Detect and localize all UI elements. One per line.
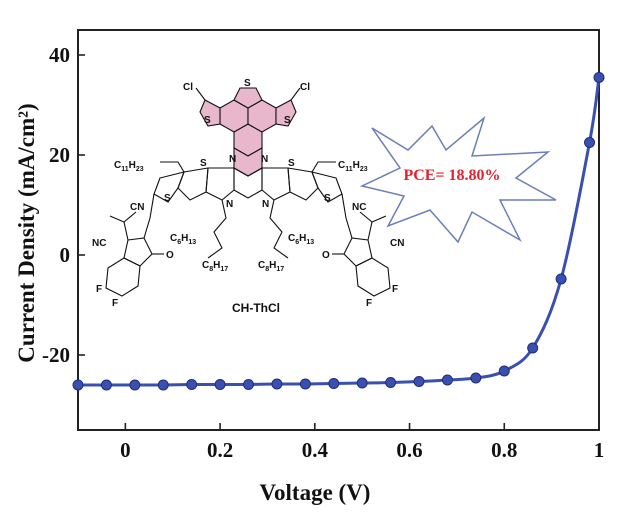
data-point [498, 365, 510, 377]
chain-label-c8h17-left: C8H17 [202, 260, 228, 273]
atom-label-cn-left-top: CN [130, 202, 144, 213]
atom-label-s-top-right: S [284, 115, 291, 126]
x-tick-label: 0.8 [491, 438, 517, 462]
atom-label-cl-left: Cl [183, 82, 193, 93]
pce-annotation: PCE= 18.80% [359, 115, 557, 244]
data-point [441, 374, 453, 386]
atom-label-n-low-left: N [226, 199, 233, 210]
chain-label-c6h13-left: C6H13 [170, 233, 196, 246]
x-tick-label: 0.2 [207, 438, 233, 462]
data-point [328, 378, 340, 389]
x-tick-label: 1 [594, 438, 605, 462]
data-point [186, 379, 198, 390]
molecule-labels: Cl Cl S S S N N S S N N S S C11H23 C11H2… [92, 78, 404, 315]
chain-label-c8h17-right: C8H17 [258, 260, 284, 273]
data-point [100, 379, 112, 391]
chain-label-c6h13-right: C6H13 [288, 233, 314, 246]
atom-label-s-low-left: S [164, 193, 171, 204]
y-tick-label: 20 [49, 143, 70, 167]
y-tick-label: 0 [60, 243, 71, 267]
chain-label-c11h23-left: C11H23 [114, 160, 144, 173]
data-point [593, 72, 605, 83]
data-point [555, 273, 567, 285]
atom-label-s-top: S [244, 78, 251, 89]
pce-label: PCE= 18.80% [403, 167, 500, 184]
plot-frame [77, 29, 600, 431]
series-line [78, 77, 601, 387]
data-point [214, 379, 226, 390]
data-point [527, 342, 539, 354]
atom-label-n-right: N [261, 154, 268, 165]
data-point [356, 377, 368, 389]
data-point [243, 379, 255, 390]
x-tick-label: 0.6 [396, 438, 422, 462]
molecule-name: CH-ThCl [232, 301, 280, 315]
data-point [129, 379, 141, 391]
molecule-structure [105, 87, 391, 297]
data-point [584, 137, 596, 148]
atom-label-f-right-2: F [366, 298, 372, 309]
x-axis-title: Voltage (V) [260, 480, 371, 505]
data-point [157, 379, 169, 391]
atom-label-s-top-left: S [204, 115, 211, 126]
jv-series [72, 72, 605, 391]
data-point [385, 377, 397, 388]
atom-label-n-left: N [229, 154, 236, 165]
atom-label-f-right-1: F [392, 284, 398, 295]
atom-label-nc-right-top: NC [352, 202, 366, 213]
data-point [299, 378, 311, 390]
x-tick-label: 0.4 [302, 438, 329, 462]
atom-label-f-left-2: F [112, 298, 118, 309]
atom-label-s-mid-left: S [200, 158, 207, 169]
data-point [271, 378, 283, 390]
atom-label-s-mid-right: S [288, 158, 295, 169]
atom-label-nc-left: NC [92, 238, 106, 249]
starburst-shape [359, 115, 557, 244]
y-tick-label: 40 [49, 43, 70, 67]
axis-ticks: 0 0.2 0.4 0.6 0.8 1 -20 0 20 40 [42, 43, 604, 462]
atom-label-f-left-1: F [96, 284, 102, 295]
atom-label-o-right: O [322, 250, 330, 261]
y-axis-title: Current Density (mA/cm²) [14, 103, 39, 362]
atom-label-cl-right: Cl [300, 82, 310, 93]
highlighted-core [199, 87, 297, 177]
chain-label-c11h23-right: C11H23 [338, 160, 368, 173]
atom-label-s-low-right: S [324, 193, 331, 204]
y-tick-label: -20 [42, 343, 70, 367]
data-point [413, 376, 425, 387]
atom-label-cn-right: CN [390, 238, 404, 249]
data-point [470, 372, 482, 384]
atom-label-n-low-right: N [262, 199, 269, 210]
atom-label-o-left: O [166, 250, 174, 261]
data-point [72, 379, 84, 391]
x-tick-label: 0 [120, 438, 131, 462]
